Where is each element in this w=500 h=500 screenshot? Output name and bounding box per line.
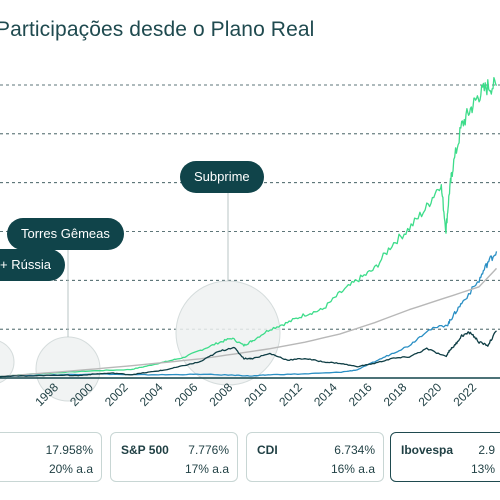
series-line xyxy=(0,76,498,378)
x-tick-label: 2012 xyxy=(276,380,305,409)
card-yearly: 17% a.a xyxy=(184,462,229,476)
x-tick-label: 2014 xyxy=(311,380,340,409)
x-tick-label: 2022 xyxy=(450,380,479,409)
card-name: Ibovespa xyxy=(401,443,454,457)
grid-lines xyxy=(0,84,500,330)
series-line xyxy=(0,330,497,378)
card-name: S&P 500 xyxy=(121,443,169,457)
x-tick-label: 2016 xyxy=(346,380,375,409)
x-tick-label: 2004 xyxy=(137,380,166,409)
card-yearly: 20% a.a xyxy=(48,462,93,476)
callout-subprime: Subprime xyxy=(180,161,264,193)
legend-card-sp500: S&P 500 7.776% 17% a.a xyxy=(110,432,238,482)
x-tick-label: 2006 xyxy=(172,380,201,409)
x-tick-label: 2010 xyxy=(241,380,270,409)
card-total: 2.9 xyxy=(478,443,495,457)
x-tick-label: 2018 xyxy=(381,380,410,409)
card-name: CDI xyxy=(257,443,278,457)
series-line xyxy=(0,251,498,378)
series-line xyxy=(0,267,498,378)
chart-title: Participações desde o Plano Real xyxy=(0,18,315,41)
card-yearly: 13% xyxy=(470,462,495,476)
callout-russia: + Rússia xyxy=(0,249,65,281)
card-total: 17.958% xyxy=(45,443,93,457)
legend-card-top-series: 17.958% 20% a.a xyxy=(0,432,102,482)
callout-torres-gemeas: Torres Gêmeas xyxy=(7,218,124,250)
card-total: 6.734% xyxy=(334,443,375,457)
x-tick-label: 2020 xyxy=(416,380,445,409)
series-lines xyxy=(0,76,498,378)
x-tick-label: 2002 xyxy=(102,380,131,409)
event-circle xyxy=(0,340,15,384)
card-total: 7.776% xyxy=(188,443,229,457)
card-yearly: 16% a.a xyxy=(330,462,375,476)
legend-card-cdi: CDI 6.734% 16% a.a xyxy=(246,432,384,482)
legend-card-ibovespa: Ibovespa 2.9 13% xyxy=(390,432,500,482)
